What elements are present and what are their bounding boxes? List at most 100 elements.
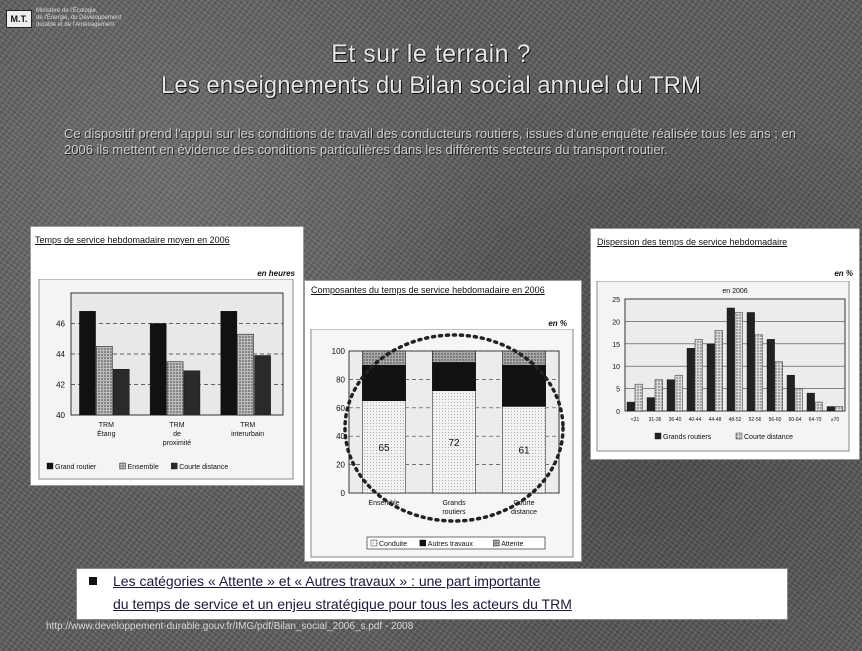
- chart3-category-label: 56-60: [769, 417, 782, 423]
- chart2-ytick-label: 80: [336, 375, 345, 384]
- chart1-unit: en heures: [257, 269, 295, 278]
- chart2-category-label: routiers: [442, 509, 466, 516]
- chart3-legend-label: Grands routiers: [663, 434, 712, 441]
- chart1-legend-label: Grand routier: [55, 464, 97, 471]
- chart2-ytick-label: 20: [336, 461, 345, 470]
- chart1-bar: [79, 311, 96, 416]
- chart3-bar: [714, 330, 723, 412]
- chart3-unit: en %: [834, 269, 853, 278]
- chart2-legend-box: [366, 536, 546, 550]
- chart3-subtitle: en 2006: [722, 288, 747, 295]
- key-message-line1: Les catégories « Attente » et « Autres t…: [113, 573, 541, 589]
- chart2-highlight-ellipse: [343, 333, 565, 523]
- chart2-bar-segment: [432, 390, 476, 494]
- chart1-ytick-label: 40: [56, 411, 65, 420]
- chart1-category-label: TRM: [99, 422, 114, 429]
- chart1-bar: [254, 355, 271, 416]
- chart3-bar: [834, 406, 843, 412]
- chart3-bar: [786, 374, 795, 412]
- chart2-bar-segment: [362, 400, 406, 494]
- chart1-category-label: proximité: [163, 440, 192, 447]
- chart3-bar: [766, 339, 775, 412]
- key-message-box: Les catégories « Attente » et « Autres t…: [76, 568, 788, 620]
- chart3-svg: en 2006 0 5 10 15 20 25 <31 31-36 36-40 40-44 44-48…: [596, 281, 850, 452]
- chart2-data-label: 65: [378, 443, 390, 454]
- chart3-bar: [674, 374, 683, 412]
- chart2-unit: en %: [548, 319, 567, 328]
- chart3-bar: [814, 401, 823, 412]
- chart1-bar: [183, 370, 201, 416]
- chart1-legend-label: Ensemble: [128, 464, 159, 471]
- chart3-bar: [734, 312, 743, 412]
- chart2-data-label: 61: [518, 446, 530, 457]
- square-bullet-icon: [89, 577, 97, 585]
- chart1-legend-swatch: [119, 462, 126, 470]
- chart1-category-label: interurbain: [231, 431, 264, 438]
- ministry-line: durable et de l'Aménagement: [36, 22, 115, 28]
- chart2-legend-swatch: [370, 539, 378, 547]
- chart3-category-label: 52-56: [749, 417, 762, 423]
- chart3-bar: [646, 397, 655, 412]
- chart3-category-label: 36-40: [669, 417, 682, 423]
- chart3-category-label: 31-36: [649, 417, 662, 423]
- chart1-legend-swatch: [170, 462, 178, 470]
- chart2-bar-segment: [432, 350, 476, 363]
- chart3-category-label: ≥70: [831, 417, 840, 423]
- chart1-panel: Temps de service hebdomadaire moyen en 2…: [30, 226, 304, 486]
- chart1-category-label: de: [173, 431, 181, 438]
- chart3-panel: Dispersion des temps de service hebdomad…: [590, 228, 860, 460]
- chart2-legend-label: Conduite: [379, 541, 407, 548]
- slide-title-line1: Et sur le terrain ?: [331, 40, 531, 68]
- chart1-bar: [220, 311, 238, 416]
- ministry-name: Ministère de l'Écologie, de l'Énergie, d…: [36, 8, 216, 29]
- chart2-legend-label: Attente: [501, 541, 523, 548]
- chart2-bar-segment: [502, 406, 546, 494]
- chart1-ytick-label: 46: [56, 320, 65, 329]
- chart2-bar-segment: [432, 362, 476, 392]
- chart3-category-label: <31: [631, 417, 640, 423]
- chart3-bar: [706, 343, 715, 412]
- source-url[interactable]: http://www.developpement-durable.gouv.fr…: [46, 621, 414, 632]
- chart1-bar: [237, 333, 254, 416]
- slide-title-line2: Les enseignements du Bilan social annuel…: [161, 72, 701, 99]
- chart2-data-label: 72: [448, 438, 460, 449]
- chart3-bar: [686, 348, 695, 412]
- chart3-ytick-label: 10: [612, 364, 620, 371]
- chart1-ytick-label: 44: [56, 350, 65, 359]
- ministry-logo: M.T.: [6, 10, 32, 28]
- chart3-bar: [826, 406, 835, 412]
- chart1-bar: [112, 369, 130, 416]
- chart1-ytick-label: 42: [56, 381, 65, 390]
- chart2-panel: Composantes du temps de service hebdomad…: [304, 280, 582, 562]
- key-message-line2: du temps de service et un enjeu stratégi…: [113, 596, 572, 612]
- chart3-ytick-label: 0: [616, 409, 620, 416]
- chart3-ytick-label: 20: [612, 319, 620, 326]
- chart3-bar: [794, 388, 803, 412]
- chart3-ytick-label: 15: [612, 342, 620, 349]
- chart3-bar: [626, 401, 635, 412]
- chart2-bar-segment: [502, 350, 546, 366]
- chart1-svg: 40424446TRMÉtangTRMdeproximitéTRMinterur…: [38, 279, 294, 480]
- chart3-category-label: 48-52: [729, 417, 742, 423]
- chart1-bar: [166, 361, 184, 416]
- chart3-ytick-label: 5: [616, 387, 620, 394]
- chart3-category-label: 40-44: [689, 417, 702, 423]
- chart2-category-label: Grands: [443, 500, 466, 507]
- chart2-legend-label: Autres travaux: [428, 541, 474, 548]
- chart3-category-label: 60-64: [789, 417, 802, 423]
- chart2-legend-swatch: [419, 539, 427, 547]
- chart3-bar: [654, 379, 663, 412]
- chart1-bar: [149, 323, 167, 416]
- chart3-ytick-label: 25: [612, 297, 620, 304]
- chart3-category-label: 44-48: [709, 417, 722, 423]
- chart3-title: Dispersion des temps de service hebdomad…: [597, 237, 788, 247]
- chart3-bar: [634, 383, 643, 412]
- chart3-bar: [754, 334, 763, 412]
- chart2-category-label: distance: [511, 509, 537, 516]
- chart3-legend-swatch: [654, 432, 662, 440]
- chart3-bar: [694, 339, 703, 412]
- chart2-category-label: Courte: [513, 500, 534, 507]
- chart1-legend-swatch: [46, 462, 54, 470]
- chart1-legend-label: Courte distance: [179, 464, 228, 471]
- chart3-bar: [746, 312, 755, 412]
